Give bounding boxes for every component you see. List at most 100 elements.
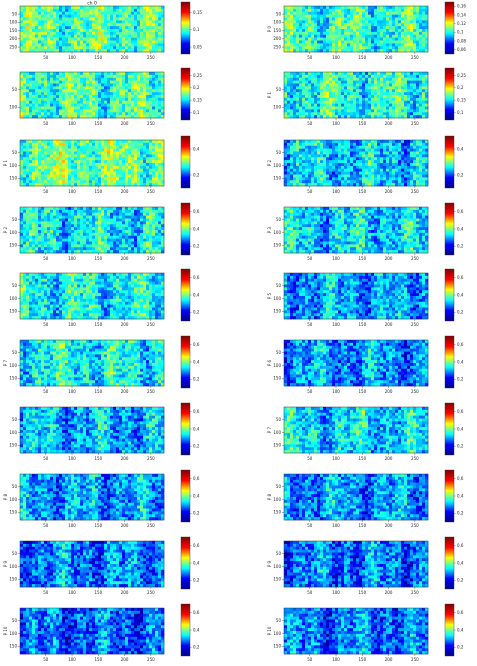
heatmap-cell <box>110 72 114 76</box>
heatmap-cell <box>146 74 150 79</box>
heatmap-cell <box>125 160 129 164</box>
heatmap-cell <box>128 151 132 155</box>
heatmap-cell <box>47 142 51 147</box>
heatmap-cell <box>368 72 372 76</box>
heatmap-cell <box>308 31 312 36</box>
heatmap-cell <box>92 112 96 116</box>
heatmap-cell <box>125 140 129 144</box>
heatmap-cell <box>395 72 399 76</box>
heatmap-cell <box>101 171 105 175</box>
heatmap-cell <box>32 151 36 155</box>
heatmap-cell <box>386 148 390 152</box>
heatmap-cell <box>395 160 399 164</box>
heatmap-cell <box>65 86 69 90</box>
heatmap-cell <box>65 207 69 211</box>
heatmap-cell <box>296 95 300 99</box>
heatmap-cell <box>362 157 366 161</box>
heatmap-cell <box>41 209 45 214</box>
heatmap-cell <box>71 43 75 47</box>
heatmap-cell <box>20 142 24 147</box>
heatmap-cell <box>29 20 33 24</box>
heatmap-cell <box>128 103 132 107</box>
heatmap-cell <box>356 40 360 44</box>
heatmap-cell <box>32 157 36 161</box>
heatmap-cell <box>395 109 399 113</box>
heatmap-cell <box>296 40 300 44</box>
heatmap-cell <box>299 74 303 79</box>
heatmap-cell <box>407 40 411 44</box>
heatmap-cell <box>23 212 27 216</box>
heatmap-cell <box>368 168 372 172</box>
heatmap-cell <box>350 23 354 27</box>
heatmap-cell <box>110 109 114 113</box>
heatmap-cell <box>59 31 63 36</box>
heatmap-cell <box>386 6 390 10</box>
heatmap-cell <box>419 180 423 184</box>
heatmap-cell <box>137 145 141 149</box>
heatmap-cell <box>74 49 78 53</box>
heatmap-cell <box>35 26 39 30</box>
heatmap-cell <box>62 109 66 113</box>
heatmap-cell <box>53 163 57 167</box>
heatmap-cell <box>125 209 129 214</box>
heatmap-cell <box>89 23 93 27</box>
heatmap-cell <box>110 157 114 161</box>
heatmap-cell <box>419 157 423 161</box>
heatmap-cell <box>101 34 105 38</box>
heatmap-cell <box>371 6 375 10</box>
heatmap-cell <box>416 100 420 104</box>
heatmap-cell <box>68 163 72 167</box>
heatmap-cell <box>296 171 300 175</box>
heatmap-cell <box>422 180 426 184</box>
heatmap-cell <box>368 174 372 178</box>
heatmap-cell <box>131 89 135 93</box>
heatmap-cell <box>161 207 165 211</box>
heatmap-cell <box>368 11 372 15</box>
heatmap-cell <box>26 151 30 155</box>
heatmap-cell <box>59 165 63 170</box>
heatmap-cell <box>101 8 105 13</box>
heatmap-cell <box>161 174 165 178</box>
heatmap-cell <box>83 209 87 214</box>
heatmap-cell <box>347 174 351 178</box>
heatmap-cell <box>23 86 27 90</box>
heatmap-cell <box>149 95 153 99</box>
heatmap-cell <box>155 165 159 170</box>
heatmap-cell <box>416 180 420 184</box>
heatmap-cell <box>56 49 60 53</box>
heatmap-cell <box>368 80 372 84</box>
heatmap-cell <box>98 95 102 99</box>
heatmap-cell <box>338 34 342 38</box>
heatmap-cell <box>374 11 378 15</box>
heatmap-cell <box>77 100 81 104</box>
heatmap-cell <box>44 171 48 175</box>
heatmap-cell <box>323 115 327 119</box>
heatmap-cell <box>20 148 24 152</box>
heatmap-cell <box>353 177 357 181</box>
heatmap-cell <box>365 148 369 152</box>
heatmap-cell <box>317 72 321 76</box>
heatmap-cell <box>305 112 309 116</box>
heatmap-cell <box>95 183 99 187</box>
heatmap-cell <box>419 95 423 99</box>
heatmap-cell <box>383 92 387 96</box>
heatmap-cell <box>62 83 66 87</box>
heatmap-cell <box>305 6 309 10</box>
heatmap-cell <box>410 72 414 76</box>
heatmap-cell <box>128 72 132 76</box>
heatmap-cell <box>407 37 411 41</box>
heatmap-cell <box>110 171 114 175</box>
heatmap-cell <box>287 109 291 113</box>
heatmap-cell <box>317 29 321 33</box>
heatmap-cell <box>308 109 312 113</box>
heatmap-cell <box>158 46 162 50</box>
heatmap-cell <box>335 115 339 119</box>
heatmap-cell <box>374 154 378 158</box>
heatmap-cell <box>308 34 312 38</box>
heatmap-cell <box>395 177 399 181</box>
heatmap-cell <box>329 151 333 155</box>
heatmap-cell <box>29 92 33 96</box>
heatmap-cell <box>128 83 132 87</box>
heatmap-cell <box>20 46 24 50</box>
heatmap-cell <box>80 148 84 152</box>
